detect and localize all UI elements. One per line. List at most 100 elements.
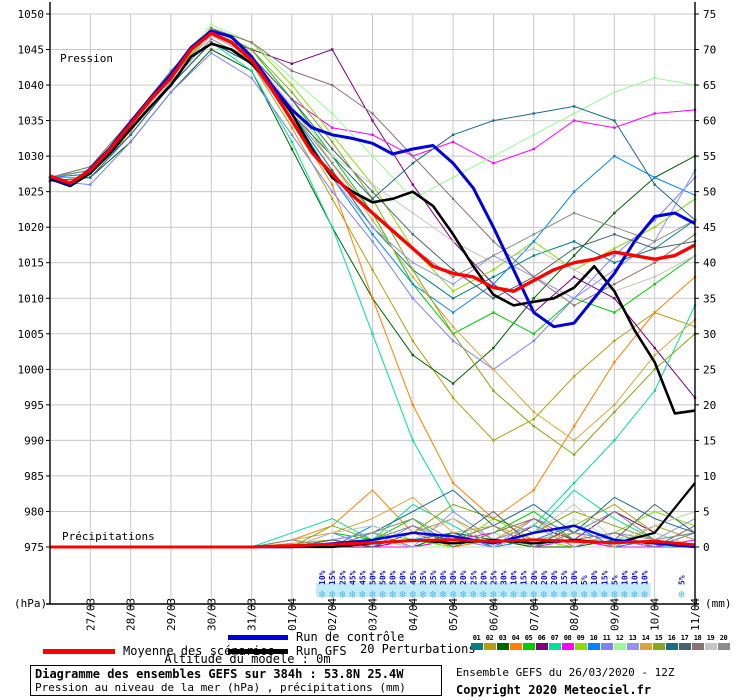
member-marker <box>331 112 334 115</box>
snowflake-icon: ❄ <box>490 588 497 601</box>
snowflake-icon: ❄ <box>379 588 386 601</box>
snowflake-icon: ❄ <box>480 588 487 601</box>
date-tick-label: 02/04 <box>326 598 339 631</box>
member-marker <box>371 133 374 136</box>
member-marker <box>411 439 414 442</box>
perturbation-color <box>639 643 652 650</box>
perturbation-swatch-12: 12 <box>613 634 626 650</box>
diagram-title: Diagramme des ensembles GEFS sur 384h : … <box>35 667 404 681</box>
precip-tick-label: 10 <box>703 470 716 483</box>
pressure-tick-label: 985 <box>24 470 44 483</box>
member-marker <box>613 126 616 129</box>
snow-probability-label: 20% <box>540 570 549 585</box>
member-marker <box>290 69 294 73</box>
pressure-tick-label: 1010 <box>18 292 45 305</box>
member-marker <box>290 83 294 87</box>
snowflake-icon: ❄ <box>631 588 638 601</box>
member-marker <box>250 69 253 73</box>
member-marker <box>492 154 495 158</box>
member-marker <box>411 261 414 264</box>
member-marker <box>613 297 616 300</box>
ensemble-meteogram: ❄ 10% ❄ 15% ❄ 25% ❄ 45% ❄ 45% ❄ 50% ❄ 50% ❄ 50% ❄ 50% ❄ 45%… <box>14 2 732 631</box>
snow-probability-label: 50% <box>379 570 388 585</box>
member-marker <box>331 154 334 158</box>
member-marker <box>371 233 374 236</box>
snow-probability-label: 30% <box>439 570 448 585</box>
perturbation-color <box>652 643 665 650</box>
precip-tick-label: 20 <box>703 399 716 412</box>
precip-tick-label: 25 <box>703 363 716 376</box>
perturbation-color <box>483 643 496 650</box>
member-marker <box>572 268 576 271</box>
pressure-tick-label: 1020 <box>18 221 45 234</box>
perturbation-swatch-03: 03 <box>496 634 509 650</box>
member-marker <box>331 183 334 186</box>
member-marker <box>532 254 535 257</box>
member-marker <box>290 140 294 144</box>
member-marker <box>451 268 455 271</box>
snow-probability-label: 20% <box>459 570 468 585</box>
member-marker <box>492 275 495 279</box>
member-marker <box>572 247 576 250</box>
perturbation-number: 11 <box>602 634 611 642</box>
snow-probability-label: 15% <box>520 570 529 585</box>
perturbation-number: 17 <box>680 634 689 642</box>
perturbation-color <box>665 643 678 650</box>
pressure-tick-label: 1040 <box>18 79 45 92</box>
member-marker <box>371 297 374 300</box>
member-marker <box>89 183 92 186</box>
snowflake-icon: ❄ <box>389 588 396 601</box>
member-marker <box>371 240 374 243</box>
perturbation-swatch-19: 19 <box>704 634 717 650</box>
member-marker <box>653 218 656 222</box>
member-marker <box>572 304 576 307</box>
member-marker <box>532 112 535 115</box>
member-marker <box>613 119 616 122</box>
member-marker <box>572 275 576 279</box>
copyright: Copyright 2020 Meteociel.fr <box>456 683 652 697</box>
perturbation-number: 07 <box>550 634 559 642</box>
member-marker <box>411 339 414 343</box>
snow-probability-label: 20% <box>550 570 559 585</box>
member-marker <box>411 275 414 279</box>
date-tick-label: 01/04 <box>286 598 299 631</box>
member-marker <box>613 311 616 314</box>
snowflake-icon: ❄ <box>678 588 685 601</box>
member-marker <box>653 282 656 286</box>
perturbation-color <box>691 643 704 650</box>
snow-probability-label: 10% <box>570 570 579 585</box>
perturbation-color <box>496 643 509 650</box>
member-marker <box>613 410 616 414</box>
right-unit-label: (mm) <box>705 597 732 610</box>
member-marker <box>371 154 374 158</box>
member-marker <box>492 297 495 300</box>
perturbation-color <box>548 643 561 650</box>
perturbation-swatch-07: 07 <box>548 634 561 650</box>
perturbation-swatch-17: 17 <box>678 634 691 650</box>
precip-tick-label: 45 <box>703 221 716 234</box>
perturbation-swatch-11: 11 <box>600 634 613 650</box>
snow-band <box>316 583 651 597</box>
member-marker <box>290 133 294 136</box>
snowflake-icon: ❄ <box>500 588 507 601</box>
member-marker <box>451 382 455 385</box>
snow-probability-label: 35% <box>429 570 438 585</box>
member-marker <box>371 119 374 122</box>
member-marker <box>411 353 414 357</box>
date-tick-label: 09/04 <box>608 598 621 631</box>
member-marker <box>451 332 455 335</box>
snowflake-icon: ❄ <box>510 588 517 601</box>
diagram-subtitle: Pression au niveau de la mer (hPa) , pré… <box>35 681 406 694</box>
member-marker <box>451 140 455 144</box>
perturbation-number: 13 <box>628 634 637 642</box>
member-marker <box>613 247 616 250</box>
precip-tick-label: 60 <box>703 115 716 128</box>
member-marker <box>572 254 576 257</box>
member-marker <box>492 389 495 392</box>
member-marker <box>451 339 455 343</box>
member-marker <box>532 425 535 428</box>
member-marker <box>613 254 616 257</box>
pressure-tick-label: 1030 <box>18 150 45 163</box>
member-marker <box>89 176 92 179</box>
snowflake-icon: ❄ <box>571 588 578 601</box>
